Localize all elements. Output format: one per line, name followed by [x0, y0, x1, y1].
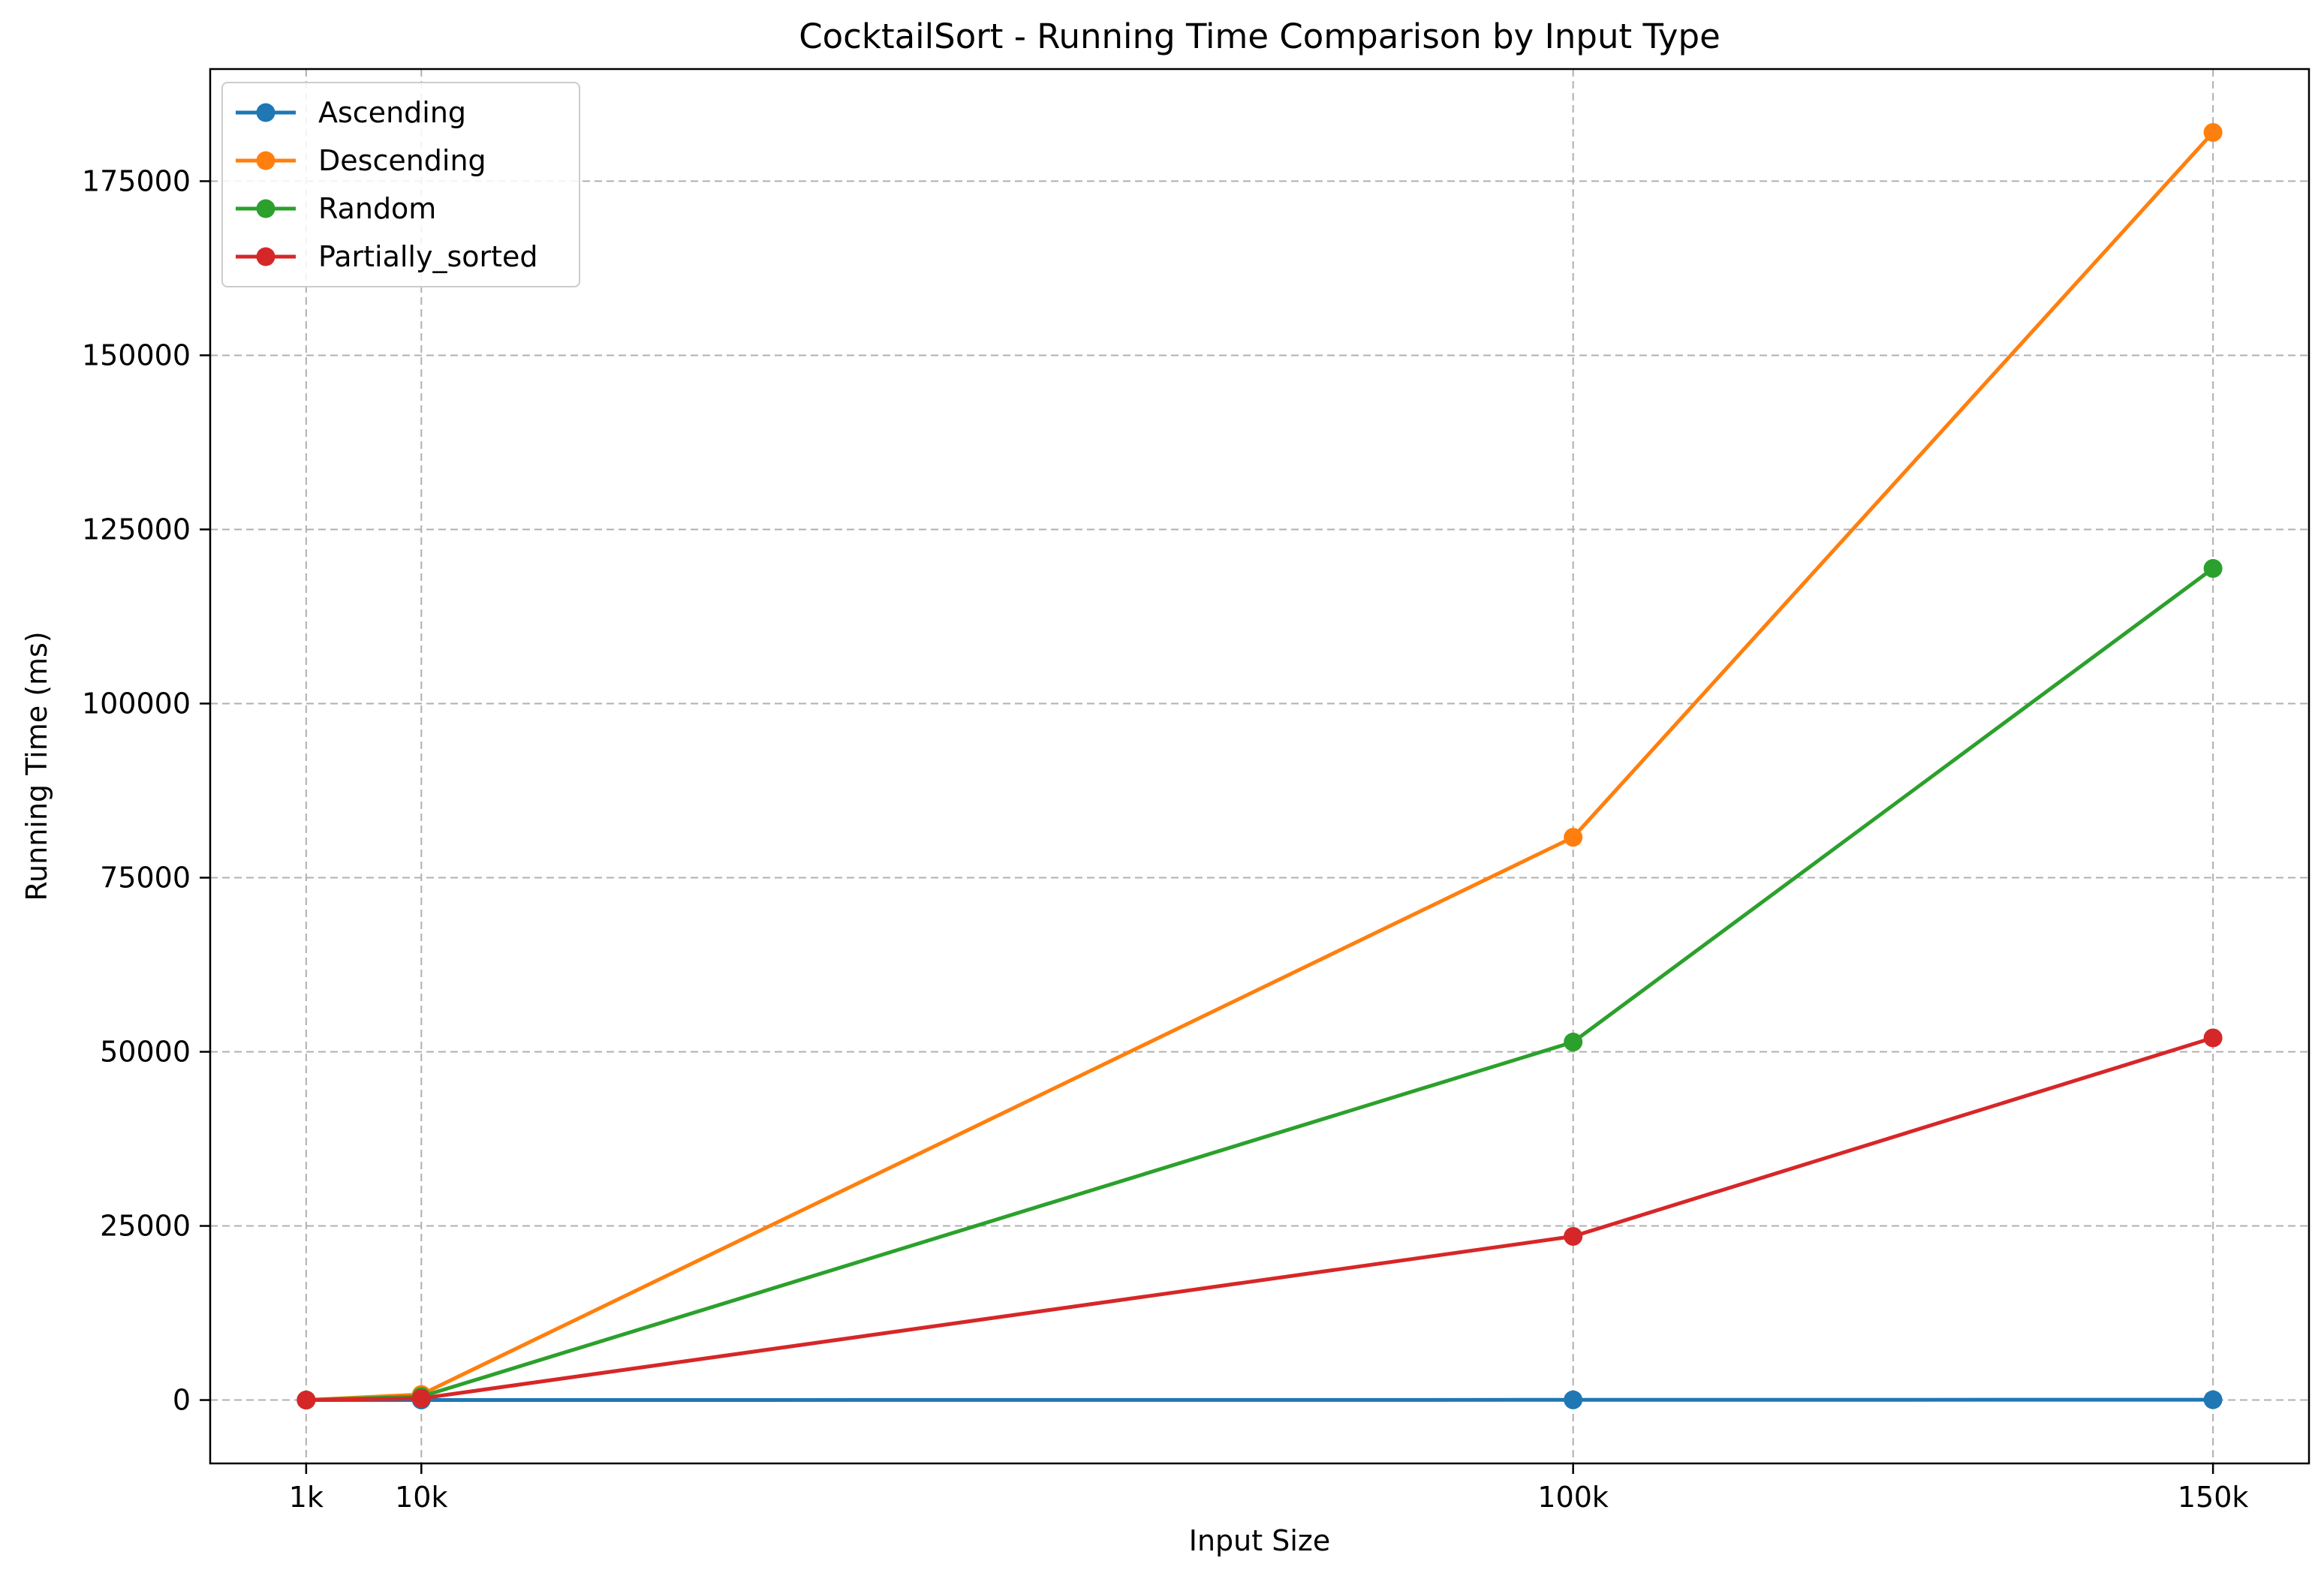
x-tick-label: 100k: [1537, 1481, 1609, 1514]
y-tick-label: 25000: [100, 1210, 191, 1243]
x-tick-label: 10k: [395, 1481, 447, 1514]
y-tick-label: 175000: [82, 164, 191, 197]
y-tick-label: 125000: [82, 513, 191, 546]
x-tick-label: 150k: [2178, 1481, 2249, 1514]
data-point-descending: [2203, 122, 2223, 142]
legend: Ascending Descending Random Partially_sorte…: [221, 82, 580, 287]
data-point-ascending: [1564, 1390, 1583, 1409]
legend-marker-partially-sorted: [256, 247, 275, 266]
y-tick-label: 0: [173, 1384, 191, 1417]
plot-frame: [209, 68, 2310, 1465]
y-tick-label: 50000: [100, 1036, 191, 1069]
series-line-partially-sorted: [304, 1036, 2215, 1402]
chart-title: CocktailSort - Running Time Comparison b…: [799, 17, 1720, 56]
y-axis-label: Running Time (ms): [20, 631, 53, 901]
legend-box: [221, 82, 580, 287]
series-group: [297, 122, 2223, 1410]
legend-marker-random: [256, 199, 275, 218]
data-point-random: [1564, 1033, 1583, 1052]
legend-marker-descending: [256, 151, 275, 170]
data-point-descending: [1564, 828, 1583, 847]
data-point-random: [2203, 558, 2223, 578]
data-point-ascending: [2203, 1390, 2223, 1409]
data-point-partially-sorted: [297, 1391, 316, 1410]
y-tick-label: 150000: [82, 338, 191, 371]
legend-label-descending: Descending: [318, 144, 486, 177]
legend-label-partially-sorted: Partially_sorted: [318, 240, 538, 273]
legend-label-ascending: Ascending: [318, 96, 466, 129]
x-axis-label: Input Size: [1189, 1524, 1330, 1557]
data-point-partially-sorted: [411, 1388, 431, 1408]
legend-marker-ascending: [256, 103, 275, 122]
legend-label-random: Random: [318, 192, 436, 225]
y-tick-label: 100000: [82, 687, 191, 720]
x-tick-label: 1k: [289, 1481, 324, 1514]
data-point-partially-sorted: [1564, 1226, 1583, 1246]
axis-ticks: 1k 10k 100k 150k 0 25000 50000 75000 100000 12500…: [82, 164, 2248, 1514]
y-tick-label: 75000: [100, 861, 191, 894]
data-point-partially-sorted: [2203, 1028, 2223, 1048]
